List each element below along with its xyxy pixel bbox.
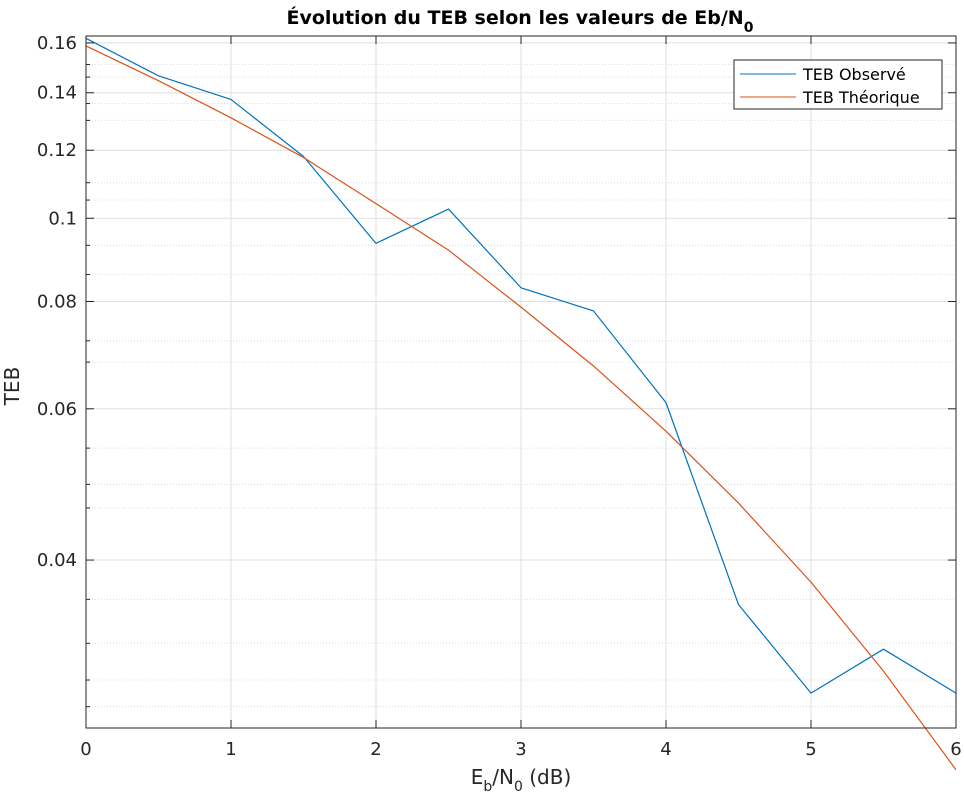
x-axis-label: Eb/N0 (dB) <box>471 765 572 795</box>
x-tick-label: 0 <box>80 739 91 760</box>
legend-label-teb-theorique: TEB Théorique <box>802 88 920 107</box>
legend: TEB Observé TEB Théorique <box>733 59 943 110</box>
y-tick-label: 0.06 <box>37 399 77 420</box>
x-tick-label: 5 <box>805 739 816 760</box>
x-tick-label: 2 <box>370 739 381 760</box>
chart-title: Évolution du TEB selon les valeurs de Eb… <box>287 6 754 36</box>
y-tick-label: 0.12 <box>37 140 77 161</box>
y-tick-label: 0.08 <box>37 291 77 312</box>
y-tick-label: 0.1 <box>48 208 77 229</box>
x-tick-label: 3 <box>515 739 526 760</box>
y-tick-label: 0.16 <box>37 33 77 54</box>
x-tick-label: 1 <box>225 739 236 760</box>
y-tick-label: 0.04 <box>37 550 77 571</box>
y-tick-label: 0.14 <box>37 83 77 104</box>
y-axis-label: TEB <box>0 367 24 407</box>
x-tick-label: 4 <box>660 739 671 760</box>
legend-label-teb-observe: TEB Observé <box>802 65 906 84</box>
x-tick-label: 6 <box>950 739 961 760</box>
legend-box <box>733 59 943 110</box>
series-layer <box>85 37 957 771</box>
tick-layer: 0.04 0.06 0.08 0.1 0.12 0.14 0.16 0 1 2 3 4 5 6 <box>37 33 962 760</box>
